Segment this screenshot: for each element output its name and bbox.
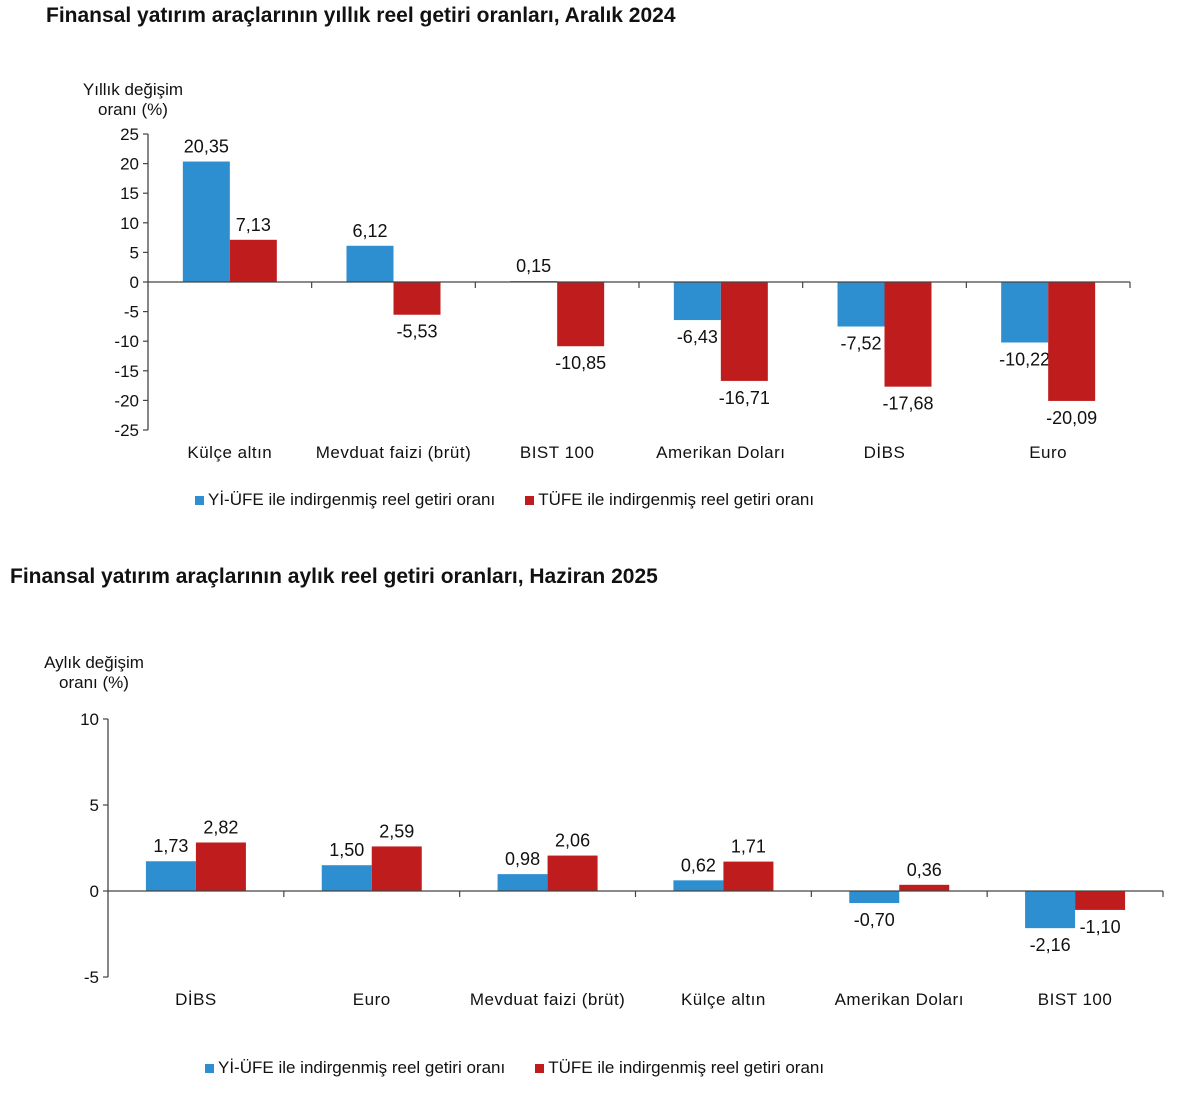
data-label: 1,71 (731, 837, 766, 857)
bar-tufe (720, 282, 768, 381)
bar-yi-ufe (346, 245, 394, 282)
legend-swatch-blue (205, 1063, 214, 1073)
bar-yi-ufe (849, 891, 900, 904)
legend-item-tufe: TÜFE ile indirgenmiş reel getiri oranı (525, 490, 814, 510)
y-axis-title: Aylık değişim (44, 653, 144, 672)
bar-yi-ufe (145, 861, 196, 891)
data-label: 2,06 (555, 831, 590, 851)
data-label: 20,35 (184, 137, 229, 157)
legend-item-tufe: TÜFE ile indirgenmiş reel getiri oranı (535, 1058, 824, 1078)
bar-yi-ufe (1025, 891, 1076, 929)
y-tick-label: 0 (130, 273, 139, 292)
y-tick-label: 5 (130, 243, 139, 262)
category-label: BIST 100 (520, 443, 595, 462)
data-label: -17,68 (882, 394, 933, 414)
legend-swatch-blue (195, 495, 204, 505)
data-label: 2,82 (203, 817, 238, 837)
bar-tufe (195, 842, 246, 891)
data-label: 6,12 (352, 221, 387, 241)
data-label: 1,73 (153, 836, 188, 856)
bar-yi-ufe (321, 865, 372, 891)
legend-item-yi-ufe: Yİ-ÜFE ile indirgenmiş reel getiri oranı (205, 1058, 505, 1078)
y-tick-label: -5 (124, 303, 139, 322)
category-label: DİBS (864, 443, 906, 462)
data-label: -0,70 (854, 910, 895, 930)
y-tick-label: -20 (114, 391, 139, 410)
data-label: 2,59 (379, 821, 414, 841)
y-axis-title: oranı (%) (59, 673, 129, 692)
data-label: -7,52 (840, 334, 881, 354)
category-label: Mevduat faizi (brüt) (316, 443, 472, 462)
data-label: 7,13 (236, 215, 271, 235)
chart-title-monthly: Finansal yatırım araçlarının aylık reel … (10, 565, 658, 588)
bar-tufe (229, 239, 277, 282)
bar-tufe (547, 855, 598, 891)
category-label: Amerikan Doları (835, 990, 964, 1009)
bar-tufe (371, 846, 422, 891)
bar-tufe (884, 282, 932, 387)
data-label: 0,36 (907, 860, 942, 880)
category-label: Külçe altın (681, 990, 766, 1009)
category-label: Euro (353, 990, 391, 1009)
legend-swatch-red (535, 1063, 545, 1073)
bar-tufe (1048, 282, 1096, 401)
legend-swatch-red (525, 495, 535, 505)
bar-tufe (557, 282, 605, 347)
bar-yi-ufe (497, 874, 548, 891)
data-label: -1,10 (1080, 917, 1121, 937)
category-label: BIST 100 (1038, 990, 1113, 1009)
legend-label: Yİ-ÜFE ile indirgenmiş reel getiri oranı (218, 1058, 506, 1077)
y-tick-label: 5 (90, 796, 99, 815)
category-label: Amerikan Doları (656, 443, 785, 462)
bar-tufe (393, 282, 441, 315)
data-label: 0,62 (681, 855, 716, 875)
y-tick-label: 25 (120, 125, 139, 144)
category-label: Mevduat faizi (brüt) (470, 990, 626, 1009)
legend-annual: Yİ-ÜFE ile indirgenmiş reel getiri oranı… (195, 490, 844, 510)
legend-item-yi-ufe: Yİ-ÜFE ile indirgenmiş reel getiri oranı (195, 490, 495, 510)
data-label: 1,50 (329, 840, 364, 860)
data-label: -20,09 (1046, 408, 1097, 428)
y-tick-label: 10 (120, 214, 139, 233)
y-tick-label: -5 (84, 968, 99, 987)
data-label: -10,85 (555, 353, 606, 373)
y-tick-label: 0 (90, 882, 99, 901)
data-label: -10,22 (999, 350, 1050, 370)
category-label: Euro (1029, 443, 1067, 462)
bar-yi-ufe (182, 161, 230, 282)
data-label: -5,53 (396, 322, 437, 342)
legend-label: TÜFE ile indirgenmiş reel getiri oranı (538, 490, 815, 509)
bar-yi-ufe (1001, 282, 1049, 343)
data-label: -6,43 (677, 327, 718, 347)
y-tick-label: -15 (114, 362, 139, 381)
bar-yi-ufe (673, 880, 724, 891)
bar-yi-ufe (837, 282, 885, 327)
y-tick-label: 10 (80, 710, 99, 729)
y-tick-label: 20 (120, 155, 139, 174)
chart-title-annual: Finansal yatırım araçlarının yıllık reel… (46, 4, 676, 27)
data-label: -16,71 (719, 388, 770, 408)
data-label: 0,15 (516, 256, 551, 276)
legend-label: TÜFE ile indirgenmiş reel getiri oranı (548, 1058, 825, 1077)
y-tick-label: 15 (120, 184, 139, 203)
category-label: Külçe altın (187, 443, 272, 462)
data-label: 0,98 (505, 849, 540, 869)
y-tick-label: -10 (114, 332, 139, 351)
legend-label: Yİ-ÜFE ile indirgenmiş reel getiri oranı (208, 490, 496, 509)
y-tick-label: -25 (114, 421, 139, 440)
y-axis-title: oranı (%) (98, 100, 168, 119)
bar-tufe (899, 884, 950, 891)
legend-monthly: Yİ-ÜFE ile indirgenmiş reel getiri oranı… (205, 1058, 854, 1078)
category-label: DİBS (175, 990, 217, 1009)
y-axis-title: Yıllık değişim (83, 80, 183, 99)
bar-tufe (1075, 891, 1126, 910)
data-label: -2,16 (1030, 935, 1071, 955)
bar-tufe (723, 861, 774, 891)
bar-yi-ufe (673, 282, 721, 321)
